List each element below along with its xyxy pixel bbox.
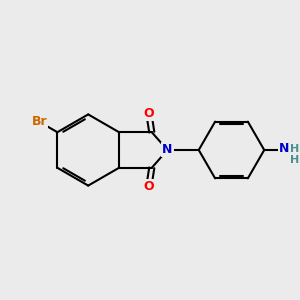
Text: H: H (290, 155, 299, 165)
Text: H: H (290, 144, 299, 154)
Text: N: N (162, 143, 172, 157)
Text: O: O (144, 107, 154, 120)
Text: N: N (279, 142, 290, 155)
Text: Br: Br (32, 116, 47, 128)
Text: O: O (144, 180, 154, 193)
